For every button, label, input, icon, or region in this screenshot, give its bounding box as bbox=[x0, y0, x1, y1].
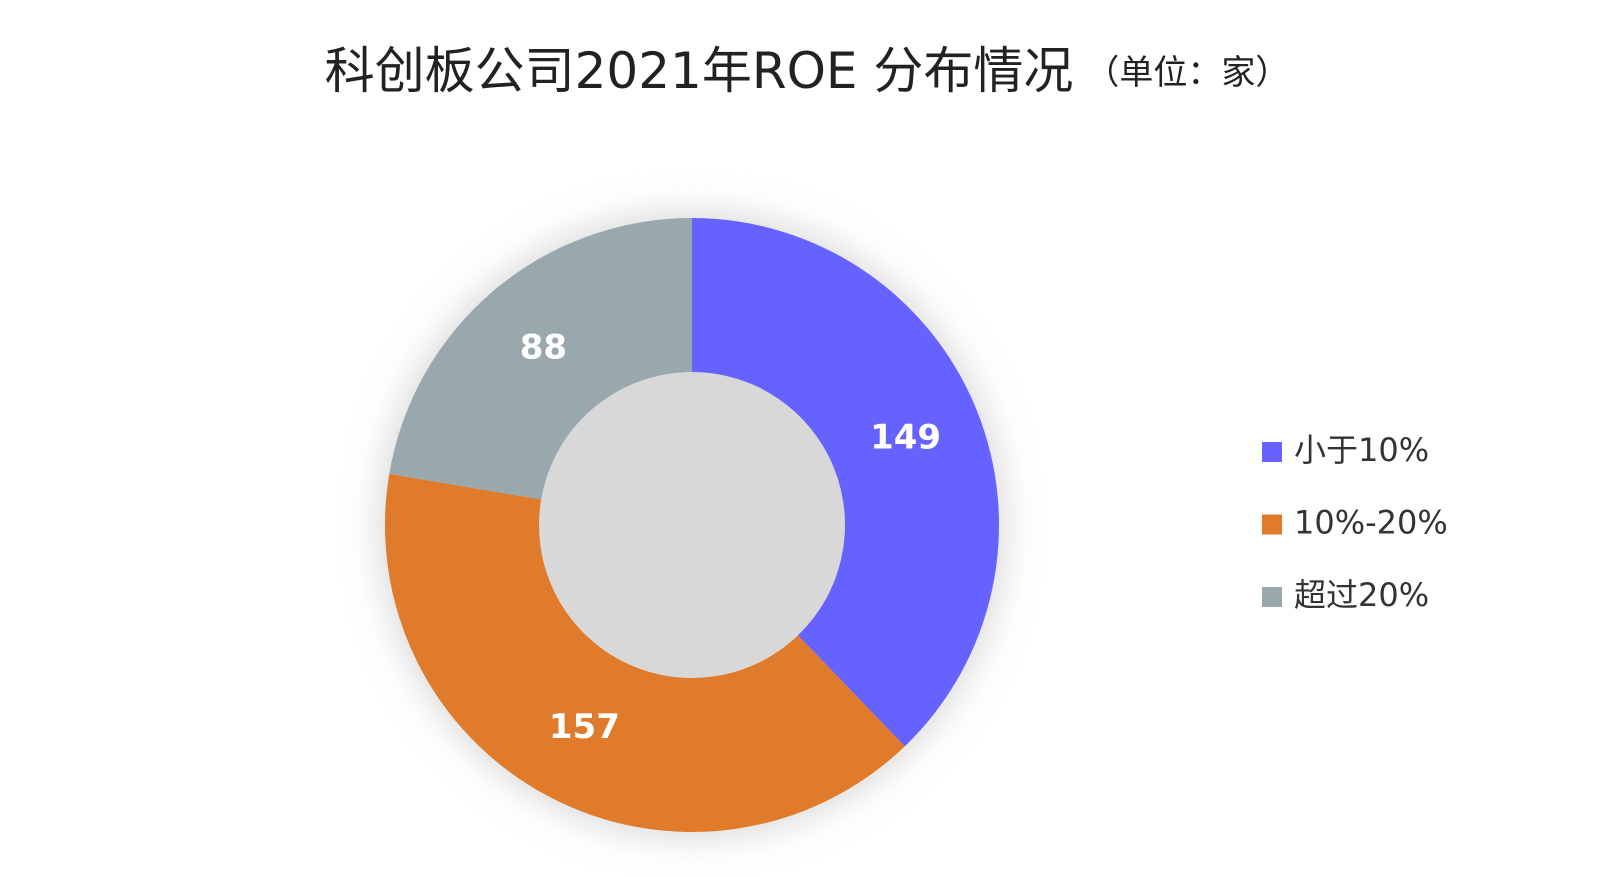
subtitle: （单位：家） bbox=[1085, 53, 1289, 93]
donut-segment bbox=[692, 218, 999, 747]
chart-title: 科创板公司2021年ROE 分布情况 （单位：家） bbox=[325, 42, 1290, 100]
title: 科创板公司2021年ROE 分布情况 bbox=[325, 42, 1074, 100]
plot: 149 157 88 小于10% 10%-20% 超过20% bbox=[384, 218, 1448, 832]
donut-segment bbox=[389, 218, 692, 500]
legend-swatch bbox=[1262, 587, 1282, 607]
data-label: 88 bbox=[520, 328, 567, 368]
legend-swatch bbox=[1262, 442, 1282, 462]
data-label: 149 bbox=[870, 418, 941, 458]
legend-swatch bbox=[1262, 514, 1282, 535]
data-label: 157 bbox=[549, 707, 620, 747]
legend-label: 10%-20% bbox=[1294, 504, 1448, 542]
legend-label: 超过20% bbox=[1294, 576, 1429, 614]
donut-segment bbox=[384, 473, 905, 832]
legend-label: 小于10% bbox=[1294, 431, 1429, 469]
